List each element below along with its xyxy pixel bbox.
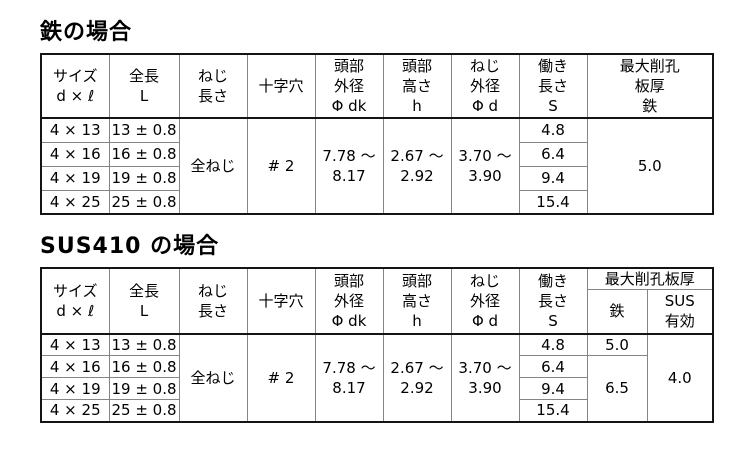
cell-thread-type: 全ねじ bbox=[178, 117, 248, 215]
table-row: 4 × 25 25 ± 0.8 15.4 bbox=[40, 189, 713, 215]
cell-length: 25 ± 0.8 bbox=[108, 189, 180, 215]
col-header-thread-diameter: ねじ 外径 Φ d bbox=[450, 53, 520, 119]
cell-length: 13 ± 0.8 bbox=[108, 333, 180, 357]
cell-length: 16 ± 0.8 bbox=[108, 141, 180, 167]
cell-length: 13 ± 0.8 bbox=[108, 117, 180, 143]
col-header-max-drill-sus: SUS 有効 bbox=[646, 289, 714, 335]
catalog-page: 鉄の場合 サイズ d × ℓ 全長 L ねじ bbox=[40, 14, 750, 423]
col-header-head-diameter: 頭部 外径 Φ dk bbox=[314, 267, 384, 335]
col-header-length: 全長 L bbox=[108, 267, 180, 335]
cell-size: 4 × 19 bbox=[40, 165, 110, 191]
col-header-working-length: 働き 長さ S bbox=[518, 267, 588, 335]
cell-thread-type: 全ねじ bbox=[178, 333, 248, 423]
cell-working-length: 9.4 bbox=[518, 377, 588, 401]
col-header-max-drill-group: 最大削孔板厚 bbox=[586, 267, 714, 291]
cell-recess: # 2 bbox=[246, 333, 316, 423]
spec-table-sus410: サイズ d × ℓ 全長 L ねじ 長さ 十字穴 頭部 外径 bbox=[40, 267, 715, 423]
col-header-max-drill-iron: 鉄 bbox=[586, 289, 648, 335]
cell-max-drill-iron: 5.0 bbox=[586, 333, 648, 357]
section-title-sus410: SUS410 の場合 bbox=[40, 234, 220, 259]
cell-head-height: 2.67 ～ 2.92 bbox=[382, 333, 452, 423]
spec-table-iron: サイズ d × ℓ 全長 L ねじ 長さ 十字穴 頭部 外径 bbox=[40, 53, 714, 215]
cell-working-length: 4.8 bbox=[518, 333, 588, 357]
table-row: 4 × 19 19 ± 0.8 9.4 bbox=[40, 165, 713, 191]
cell-length: 19 ± 0.8 bbox=[108, 165, 180, 191]
table-row: 4 × 16 16 ± 0.8 6.4 6.5 bbox=[40, 355, 713, 423]
cell-size: 4 × 13 bbox=[40, 333, 110, 357]
cell-size: 4 × 13 bbox=[40, 117, 110, 143]
cell-length: 16 ± 0.8 bbox=[108, 355, 180, 379]
cell-length: 19 ± 0.8 bbox=[108, 377, 180, 401]
cell-recess: # 2 bbox=[246, 117, 316, 215]
cell-max-drill-sus: 4.0 bbox=[646, 333, 714, 423]
col-header-size: サイズ d × ℓ bbox=[40, 53, 110, 119]
col-header-head-diameter: 頭部 外径 Φ dk bbox=[314, 53, 384, 119]
col-header-max-drill-iron: 最大削孔 板厚 鉄 bbox=[586, 53, 714, 119]
cell-thread-diameter: 3.70 ～ 3.90 bbox=[450, 117, 520, 215]
cell-head-height: 2.67 ～ 2.92 bbox=[382, 117, 452, 215]
col-header-head-height: 頭部 高さ h bbox=[382, 53, 452, 119]
cell-size: 4 × 25 bbox=[40, 399, 110, 423]
col-header-thread-diameter: ねじ 外径 Φ d bbox=[450, 267, 520, 335]
section-iron: 鉄の場合 サイズ d × ℓ 全長 L ねじ bbox=[40, 14, 750, 215]
cell-working-length: 15.4 bbox=[518, 189, 588, 215]
col-header-recess: 十字穴 bbox=[246, 267, 316, 335]
cell-head-diameter: 7.78 ～ 8.17 bbox=[314, 117, 384, 215]
section-sus410: SUS410 の場合 サイズ d × ℓ 全長 L bbox=[40, 228, 750, 423]
cell-size: 4 × 19 bbox=[40, 377, 110, 401]
table-row: 4 × 13 13 ± 0.8 全ねじ # 2 7.78 ～ 8.17 2.67… bbox=[40, 333, 714, 423]
col-header-thread-length: ねじ 長さ bbox=[178, 53, 248, 119]
cell-max-drill-iron: 5.0 bbox=[586, 117, 714, 215]
cell-size: 4 × 16 bbox=[40, 355, 110, 379]
cell-length: 25 ± 0.8 bbox=[108, 399, 180, 423]
cell-working-length: 9.4 bbox=[518, 165, 588, 191]
col-header-recess: 十字穴 bbox=[246, 53, 316, 119]
cell-working-length: 4.8 bbox=[518, 117, 588, 143]
table-row: 4 × 25 25 ± 0.8 15.4 bbox=[40, 399, 713, 423]
cell-size: 4 × 16 bbox=[40, 141, 110, 167]
cell-working-length: 15.4 bbox=[518, 399, 588, 423]
cell-max-drill-iron: 6.5 bbox=[586, 355, 648, 423]
cell-working-length: 6.4 bbox=[518, 355, 588, 379]
cell-size: 4 × 25 bbox=[40, 189, 110, 215]
table-row: 4 × 13 13 ± 0.8 全ねじ # 2 7.78 ～ 8.17 2.67… bbox=[40, 117, 714, 215]
col-header-head-height: 頭部 高さ h bbox=[382, 267, 452, 335]
col-header-working-length: 働き 長さ S bbox=[518, 53, 588, 119]
section-title-iron: 鉄の場合 bbox=[40, 20, 133, 45]
cell-working-length: 6.4 bbox=[518, 141, 588, 167]
col-header-size: サイズ d × ℓ bbox=[40, 267, 110, 335]
col-header-thread-length: ねじ 長さ bbox=[178, 267, 248, 335]
col-header-length: 全長 L bbox=[108, 53, 180, 119]
cell-head-diameter: 7.78 ～ 8.17 bbox=[314, 333, 384, 423]
cell-thread-diameter: 3.70 ～ 3.90 bbox=[450, 333, 520, 423]
table-row: 4 × 16 16 ± 0.8 6.4 bbox=[40, 141, 713, 167]
